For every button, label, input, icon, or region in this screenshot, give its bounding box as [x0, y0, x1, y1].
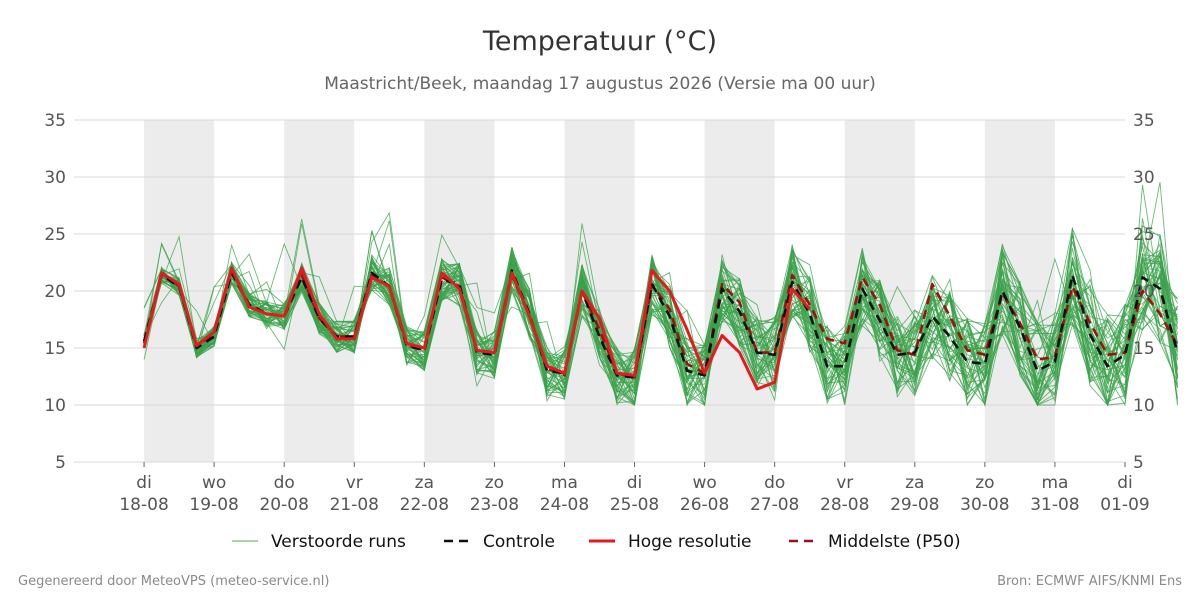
x-tick-day-label: wo [202, 473, 226, 493]
chart-subtitle: Maastricht/Beek, maandag 17 augustus 202… [324, 74, 876, 94]
x-tick-date-label: 25-08 [610, 495, 659, 515]
legend-label: Controle [483, 532, 555, 552]
x-tick-date-label: 21-08 [330, 495, 379, 515]
x-tick-date-label: 20-08 [259, 495, 308, 515]
x-tick-day-label: do [764, 473, 785, 493]
y-tick-label-left: 35 [44, 111, 66, 131]
x-tick-date-label: 24-08 [540, 495, 589, 515]
x-tick-day-label: di [627, 473, 643, 493]
y-tick-label-left: 15 [44, 339, 66, 359]
x-tick-date-label: 26-08 [680, 495, 729, 515]
chart-title: Temperatuur (°C) [482, 26, 717, 57]
y-tick-label-right: 15 [1133, 339, 1155, 359]
y-tick-label-left: 25 [44, 225, 66, 245]
ensemble-member-line [143, 251, 1178, 400]
legend: Verstoorde runs Controle Hoge resolutie Mid… [232, 532, 961, 552]
y-tick-label-left: 30 [44, 168, 66, 188]
legend-label: Middelste (P50) [828, 532, 961, 552]
x-tick-day-label: ma [1041, 473, 1068, 493]
ensemble-member-line [143, 248, 1178, 400]
x-tick-date-label: 30-08 [960, 495, 1009, 515]
y-tick-label-right: 20 [1133, 282, 1155, 302]
y-tick-label-left: 20 [44, 282, 66, 302]
x-tick-day-label: di [1117, 473, 1133, 493]
y-tick-label-right: 25 [1133, 225, 1155, 245]
x-tick-date-label: 01-09 [1100, 495, 1149, 515]
series-line-controle [142, 269, 1179, 379]
x-tick-day-label: zo [485, 473, 504, 493]
x-tick-date-label: 28-08 [820, 495, 869, 515]
legend-label: Verstoorde runs [271, 532, 406, 552]
y-tick-label-right: 5 [1133, 453, 1144, 473]
y-tick-label-left: 5 [55, 453, 66, 473]
x-tick-day-label: do [274, 473, 295, 493]
x-tick-day-label: di [136, 473, 152, 493]
ensemble-member-line [143, 184, 1178, 406]
x-tick-day-label: ma [551, 473, 578, 493]
x-tick-day-label: vr [836, 473, 853, 493]
x-tick-day-label: za [905, 473, 924, 493]
y-tick-label-right: 10 [1133, 396, 1155, 416]
y-tick-label-right: 35 [1133, 111, 1155, 131]
series-line-hoge-resolutie [142, 266, 811, 391]
y-tick-label-right: 30 [1133, 168, 1155, 188]
x-tick-date-label: 18-08 [119, 495, 168, 515]
x-tick-day-label: zo [975, 473, 994, 493]
footer-source: Bron: ECMWF AIFS/KNMI Ens [997, 574, 1182, 589]
footer-generated-by: Gegenereerd door MeteoVPS (meteo-service… [18, 574, 329, 589]
main-series [142, 266, 1179, 391]
x-tick-day-label: za [415, 473, 434, 493]
legend-label: Hoge resolutie [628, 532, 752, 552]
x-tick-date-label: 29-08 [890, 495, 939, 515]
x-tick-date-label: 19-08 [189, 495, 238, 515]
x-tick-date-label: 27-08 [750, 495, 799, 515]
x-tick-date-label: 23-08 [470, 495, 519, 515]
x-tick-day-label: vr [346, 473, 363, 493]
y-tick-label-left: 10 [44, 396, 66, 416]
x-tick-date-label: 31-08 [1030, 495, 1079, 515]
x-tick-date-label: 22-08 [400, 495, 449, 515]
x-tick-day-label: wo [692, 473, 716, 493]
